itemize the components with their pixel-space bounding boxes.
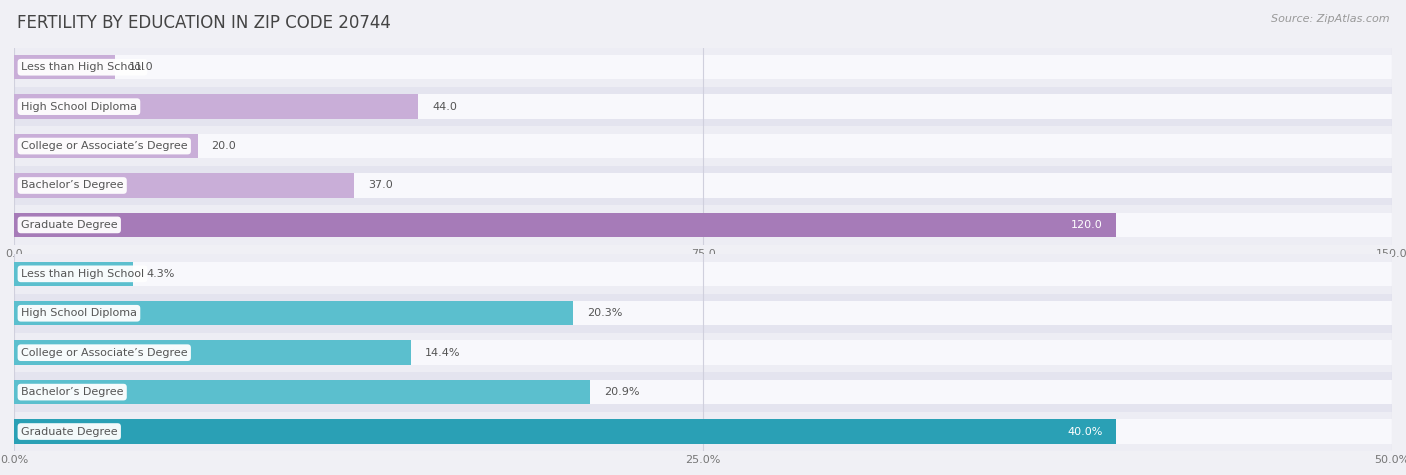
Bar [14, 380, 1392, 404]
Bar [14, 419, 1116, 444]
Text: 20.3%: 20.3% [588, 308, 623, 318]
Bar [14, 166, 1392, 205]
Bar [14, 95, 418, 119]
Text: 11.0: 11.0 [129, 62, 153, 72]
Bar [14, 95, 1392, 119]
Text: Source: ZipAtlas.com: Source: ZipAtlas.com [1271, 14, 1389, 24]
Bar [14, 262, 132, 286]
Text: High School Diploma: High School Diploma [21, 308, 136, 318]
Text: Graduate Degree: Graduate Degree [21, 427, 118, 437]
Bar [14, 412, 1392, 451]
Bar [14, 55, 115, 79]
Bar [14, 134, 198, 158]
Text: 20.9%: 20.9% [603, 387, 640, 397]
Text: Bachelor’s Degree: Bachelor’s Degree [21, 387, 124, 397]
Text: Bachelor’s Degree: Bachelor’s Degree [21, 180, 124, 190]
Text: Less than High School: Less than High School [21, 62, 143, 72]
Bar [14, 254, 1392, 294]
Text: College or Associate’s Degree: College or Associate’s Degree [21, 141, 187, 151]
Text: Graduate Degree: Graduate Degree [21, 220, 118, 230]
Text: 20.0: 20.0 [211, 141, 236, 151]
Bar [14, 55, 1392, 79]
Text: 14.4%: 14.4% [425, 348, 460, 358]
Bar [14, 372, 1392, 412]
Bar [14, 294, 1392, 333]
Bar [14, 173, 1392, 198]
Text: College or Associate’s Degree: College or Associate’s Degree [21, 348, 187, 358]
Text: 37.0: 37.0 [368, 180, 392, 190]
Text: 40.0%: 40.0% [1067, 427, 1102, 437]
Bar [14, 126, 1392, 166]
Text: 44.0: 44.0 [432, 102, 457, 112]
Text: Less than High School: Less than High School [21, 269, 143, 279]
Text: FERTILITY BY EDUCATION IN ZIP CODE 20744: FERTILITY BY EDUCATION IN ZIP CODE 20744 [17, 14, 391, 32]
Bar [14, 419, 1392, 444]
Bar [14, 301, 574, 325]
Bar [14, 301, 1392, 325]
Bar [14, 341, 1392, 365]
Bar [14, 213, 1392, 237]
Bar [14, 380, 591, 404]
Text: 4.3%: 4.3% [146, 269, 174, 279]
Bar [14, 333, 1392, 372]
Bar [14, 134, 1392, 158]
Bar [14, 213, 1116, 237]
Text: High School Diploma: High School Diploma [21, 102, 136, 112]
Bar [14, 48, 1392, 87]
Text: 120.0: 120.0 [1071, 220, 1102, 230]
Bar [14, 173, 354, 198]
Bar [14, 341, 411, 365]
Bar [14, 87, 1392, 126]
Bar [14, 205, 1392, 245]
Bar [14, 262, 1392, 286]
